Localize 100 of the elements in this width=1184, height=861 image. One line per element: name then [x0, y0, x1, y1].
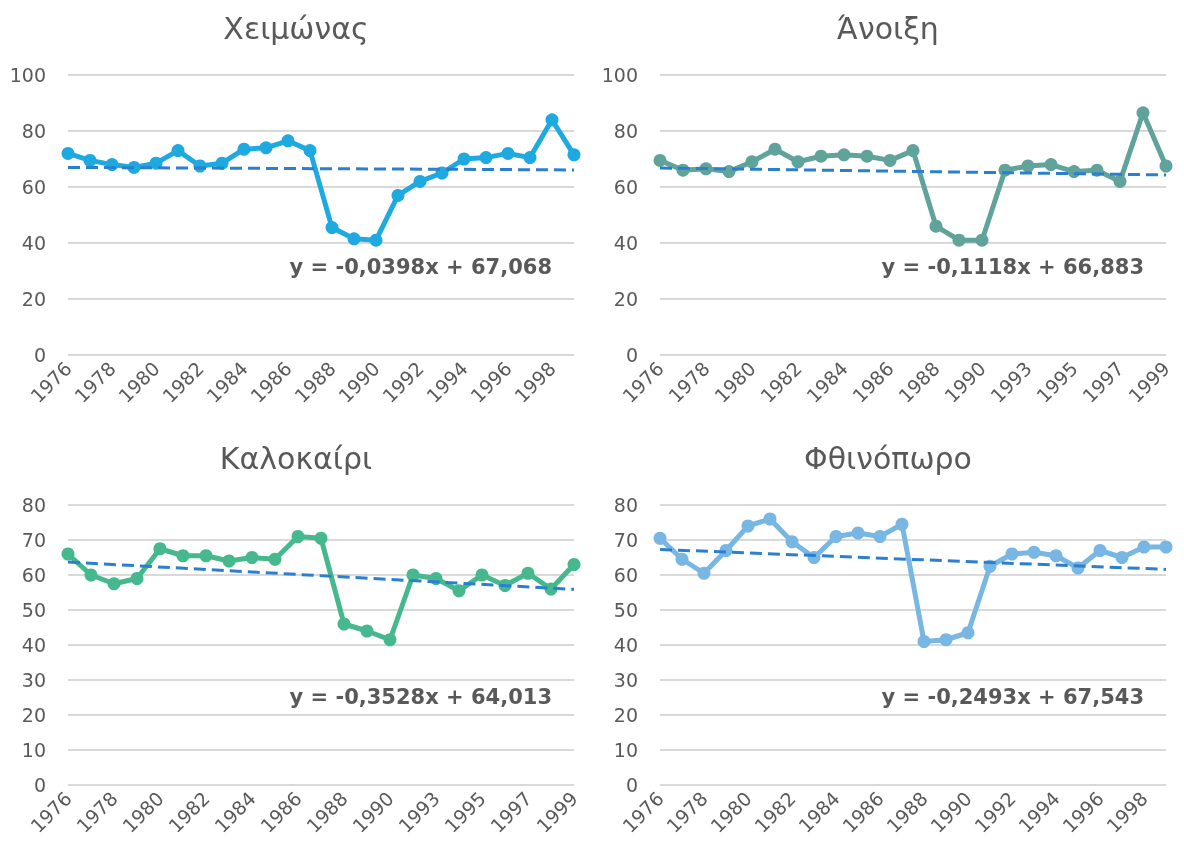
point	[883, 153, 897, 167]
point	[961, 626, 975, 640]
point	[952, 233, 966, 247]
point	[906, 144, 920, 158]
y-tick-label: 40	[613, 232, 638, 254]
point	[347, 232, 361, 246]
y-tick-label: 0	[625, 344, 638, 366]
point	[917, 635, 931, 648]
y-tick-label: 20	[21, 704, 46, 726]
point	[107, 577, 121, 591]
y-tick-label: 40	[21, 634, 46, 656]
point	[61, 547, 75, 561]
y-tick-label: 80	[613, 120, 638, 142]
point	[697, 566, 711, 580]
point	[130, 572, 144, 585]
point	[860, 149, 874, 163]
point	[153, 542, 167, 556]
point	[176, 549, 190, 563]
y-tick-label: 40	[21, 232, 46, 254]
point	[1021, 159, 1035, 173]
point	[383, 633, 397, 647]
point	[851, 526, 865, 540]
point	[83, 153, 97, 167]
point	[237, 142, 251, 156]
point	[895, 517, 909, 531]
point	[84, 568, 98, 582]
y-tick-label: 40	[613, 634, 638, 656]
point	[1136, 106, 1150, 120]
point	[521, 566, 535, 580]
chart-title: Καλοκαίρι	[219, 440, 373, 476]
y-tick-label: 0	[33, 344, 46, 366]
point	[259, 141, 273, 155]
annotation: y = -0,3528x + 64,013	[289, 684, 553, 709]
point	[268, 552, 282, 566]
chart-title: Χειμώνας	[223, 10, 369, 46]
point	[303, 144, 317, 158]
point	[475, 568, 489, 582]
point	[675, 552, 689, 566]
y-tick-label: 20	[613, 288, 638, 310]
y-tick-label: 20	[613, 704, 638, 726]
y-tick-label: 30	[613, 669, 638, 691]
point	[360, 624, 374, 638]
point	[545, 113, 559, 127]
point	[1049, 549, 1063, 563]
point	[291, 530, 305, 543]
point	[1044, 158, 1058, 172]
point	[567, 558, 581, 571]
y-tick-label: 100	[601, 64, 638, 86]
y-tick-label: 50	[21, 599, 46, 621]
y-tick-label: 60	[21, 564, 46, 586]
point	[975, 233, 989, 247]
point	[61, 146, 75, 160]
point	[1137, 540, 1151, 554]
point	[837, 148, 851, 162]
point	[314, 531, 328, 545]
point	[939, 633, 953, 647]
point	[391, 188, 405, 202]
y-tick-label: 50	[613, 599, 638, 621]
point	[1115, 551, 1129, 564]
point	[768, 142, 782, 156]
point	[337, 617, 351, 631]
chart-title: Φθινόπωρο	[804, 440, 972, 476]
point	[1027, 545, 1041, 559]
point	[873, 530, 887, 543]
y-tick-label: 10	[613, 739, 638, 761]
y-tick-label: 60	[613, 176, 638, 198]
y-tick-label: 80	[21, 494, 46, 516]
annotation: y = -0,1118x + 66,883	[881, 254, 1145, 279]
point	[369, 233, 383, 247]
point	[222, 554, 236, 568]
point	[245, 551, 259, 564]
y-tick-label: 20	[21, 288, 46, 310]
point	[452, 584, 466, 598]
chart-title: Άνοιξη	[837, 10, 939, 46]
y-tick-label: 70	[21, 529, 46, 551]
point	[1093, 544, 1107, 557]
point	[479, 151, 493, 165]
y-tick-label: 0	[33, 774, 46, 796]
point	[171, 144, 185, 158]
point	[741, 519, 755, 533]
y-tick-label: 80	[613, 494, 638, 516]
point	[829, 530, 843, 543]
point	[1005, 547, 1019, 561]
point	[281, 134, 295, 148]
point	[199, 549, 213, 563]
annotation: y = -0,2493x + 67,543	[881, 684, 1145, 709]
point	[325, 221, 339, 235]
y-tick-label: 80	[21, 120, 46, 142]
y-tick-label: 10	[21, 739, 46, 761]
point	[567, 148, 581, 162]
point	[653, 153, 667, 167]
annotation: y = -0,0398x + 67,068	[289, 254, 553, 279]
point	[457, 152, 471, 166]
y-tick-label: 70	[613, 529, 638, 551]
point	[1159, 159, 1173, 173]
point	[791, 155, 805, 169]
y-tick-label: 60	[613, 564, 638, 586]
point	[501, 146, 515, 160]
y-tick-label: 30	[21, 669, 46, 691]
point	[745, 155, 759, 169]
